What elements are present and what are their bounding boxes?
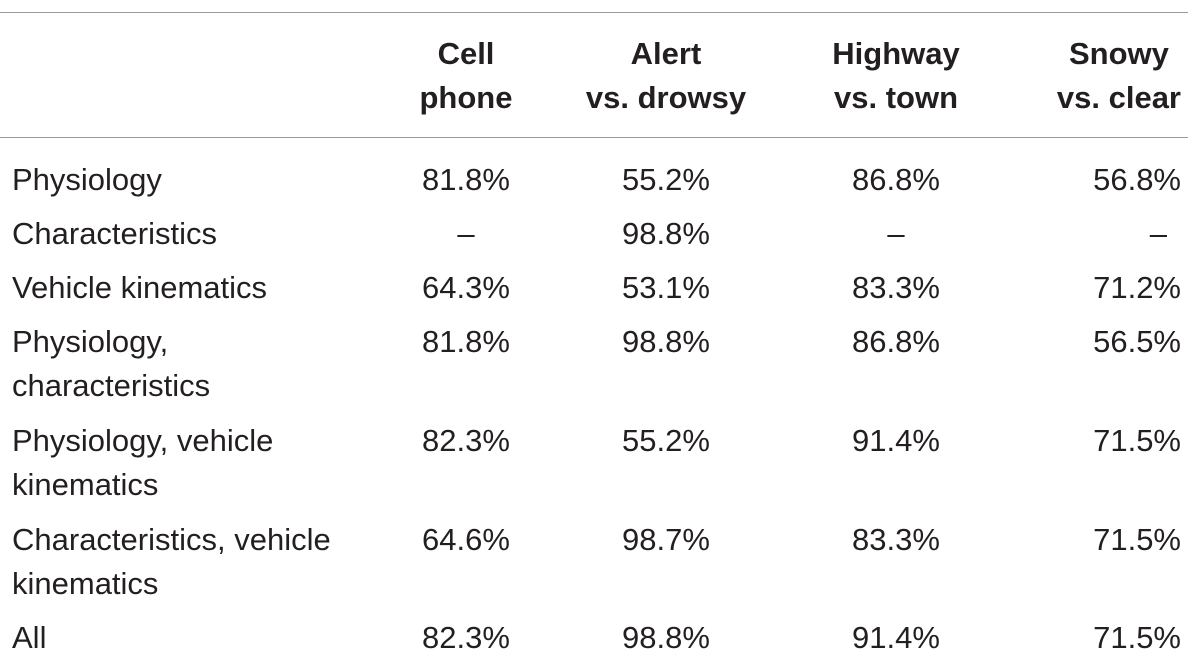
column-header-line: vs. drowsy bbox=[585, 80, 747, 115]
table-cell: 56.5% bbox=[1093, 324, 1181, 359]
table-cell: 91.4% bbox=[852, 620, 940, 655]
row-label-line: kinematics bbox=[12, 467, 159, 502]
table-cell: 71.2% bbox=[1093, 270, 1181, 305]
row-label-line: characteristics bbox=[12, 368, 211, 403]
row-label-all: All bbox=[12, 616, 46, 660]
row-label-line: Characteristics, vehicle bbox=[12, 522, 331, 557]
row-label-vehicle-kinematics: Vehicle kinematics bbox=[12, 266, 267, 310]
table-cell: 55.2% bbox=[622, 423, 710, 458]
table-cell: 56.8% bbox=[1093, 162, 1181, 197]
table-cell: 91.4% bbox=[852, 423, 940, 458]
table-cell: 98.8% bbox=[622, 324, 710, 359]
column-header-snowy-vs-clear: Snowy vs. clear bbox=[1057, 32, 1181, 120]
table-cell: 71.5% bbox=[1093, 620, 1181, 655]
row-label-line: kinematics bbox=[12, 566, 159, 601]
column-header-line: vs. clear bbox=[1056, 80, 1181, 115]
column-header-line: Snowy bbox=[1068, 36, 1169, 71]
table-cell: 55.2% bbox=[622, 162, 710, 197]
table-cell: 98.8% bbox=[622, 216, 710, 251]
table-cell: 81.8% bbox=[422, 324, 510, 359]
row-label-physiology: Physiology bbox=[12, 158, 162, 202]
table-cell: – bbox=[457, 216, 475, 251]
row-label-physiology-characteristics: Physiology, characteristics bbox=[12, 320, 210, 408]
table-cell: 81.8% bbox=[422, 162, 510, 197]
header-divider-rule bbox=[0, 137, 1188, 138]
table-cell: 64.6% bbox=[422, 522, 510, 557]
table-cell: 82.3% bbox=[422, 423, 510, 458]
column-header-cell-phone: Cell phone bbox=[380, 32, 552, 120]
column-header-line: phone bbox=[419, 80, 513, 115]
row-label-characteristics-vehicle-kinematics: Characteristics, vehicle kinematics bbox=[12, 518, 331, 606]
table-cell: 86.8% bbox=[852, 162, 940, 197]
row-label-line: Physiology, vehicle bbox=[12, 423, 274, 458]
row-label-characteristics: Characteristics bbox=[12, 212, 217, 256]
row-label-line: Physiology, bbox=[12, 324, 169, 359]
row-label-line: Characteristics bbox=[12, 216, 217, 251]
table-cell: 53.1% bbox=[622, 270, 710, 305]
table-cell: 82.3% bbox=[422, 620, 510, 655]
table-cell: 83.3% bbox=[852, 270, 940, 305]
column-header-line: Highway bbox=[832, 36, 960, 71]
row-label-line: Physiology bbox=[12, 162, 162, 197]
column-header-line: vs. town bbox=[833, 80, 958, 115]
column-header-line: Cell bbox=[437, 36, 495, 71]
table-cell: 71.5% bbox=[1093, 522, 1181, 557]
column-header-alert-vs-drowsy: Alert vs. drowsy bbox=[580, 32, 752, 120]
table-cell: 98.7% bbox=[622, 522, 710, 557]
table-cell: – bbox=[1149, 216, 1167, 251]
table-cell: 98.8% bbox=[622, 620, 710, 655]
row-label-line: Vehicle kinematics bbox=[12, 270, 268, 305]
row-label-line: All bbox=[12, 620, 47, 655]
table-cell: 86.8% bbox=[852, 324, 940, 359]
column-header-highway-vs-town: Highway vs. town bbox=[810, 32, 982, 120]
table-cell: 83.3% bbox=[852, 522, 940, 557]
row-label-physiology-vehicle-kinematics: Physiology, vehicle kinematics bbox=[12, 419, 273, 507]
table-cell: 71.5% bbox=[1093, 423, 1181, 458]
column-header-line: Alert bbox=[630, 36, 702, 71]
table-top-rule bbox=[0, 12, 1188, 13]
table-cell: 64.3% bbox=[422, 270, 510, 305]
table-cell: – bbox=[887, 216, 905, 251]
